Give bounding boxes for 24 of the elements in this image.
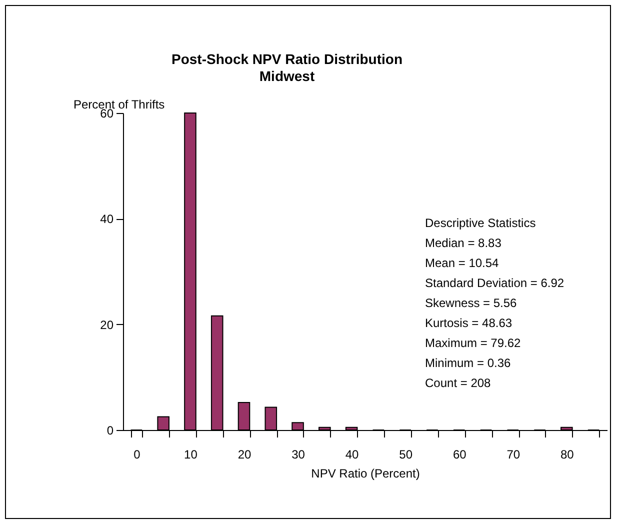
x-tick-label: 60: [452, 448, 467, 462]
x-tick-label: 50: [399, 448, 413, 462]
annotation: Maximum = 79.62: [425, 336, 522, 350]
chart-title: Post-Shock NPV Ratio Distribution: [171, 51, 403, 67]
annotation: Median = 8.83: [425, 236, 502, 250]
x-tick-label: 0: [134, 448, 141, 462]
annotation: Skewness = 5.56: [425, 296, 518, 310]
annotation: Mean = 10.54: [425, 256, 500, 270]
annotation: Standard Deviation = 6.92: [425, 276, 564, 290]
y-tick-label: 40: [100, 212, 114, 226]
annotation: Minimum = 0.36: [425, 356, 512, 370]
x-tick-label: 10: [184, 448, 198, 462]
x-tick-label: 30: [292, 448, 306, 462]
y-tick-label: 0: [106, 424, 114, 438]
annotation: Kurtosis = 48.63: [425, 316, 512, 330]
chart-subtitle: Midwest: [259, 68, 315, 84]
y-tick-label: 20: [100, 318, 114, 332]
x-tick-label: 20: [238, 448, 252, 462]
x-tick-label: 40: [345, 448, 360, 462]
annotation: Descriptive Statistics: [425, 216, 536, 230]
x-axis-title: NPV Ratio (Percent): [311, 466, 420, 480]
x-tick-label: 80: [560, 448, 574, 462]
x-tick-label: 70: [506, 448, 520, 462]
annotation: Count = 208: [425, 376, 492, 390]
